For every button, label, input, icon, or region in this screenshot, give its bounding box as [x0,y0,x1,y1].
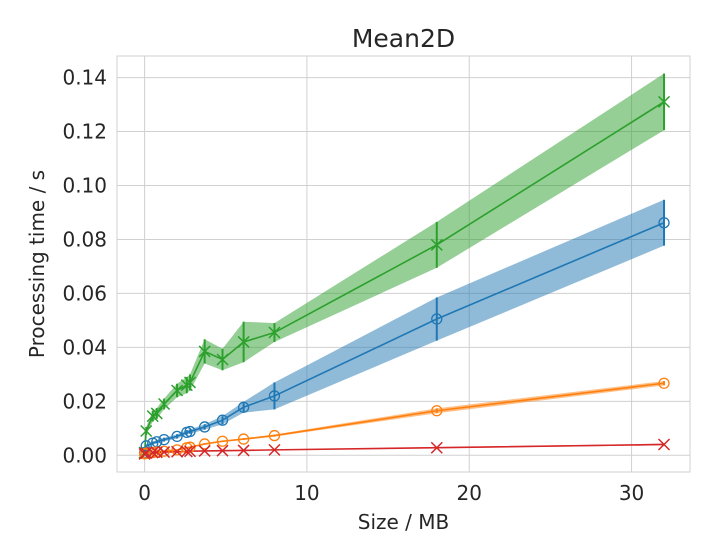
markers [138,95,671,460]
series-0-point [430,238,443,251]
y-tick-label: 0.06 [62,281,107,305]
y-tick-label: 0.14 [62,66,107,90]
series-3-point [657,438,671,451]
series-1-point [199,421,211,433]
series-2-point [199,438,211,450]
x-tick-label: 10 [294,481,319,505]
y-tick-label: 0.10 [62,173,107,197]
series-0-band [144,73,665,454]
series-1-point [431,313,443,325]
series-1-point [268,390,281,402]
tick-labels: 0 10 20 30 0.00 0.02 0.04 0.06 0.08 0.10 0.12 0.14 [62,66,644,505]
y-tick-label: 0.12 [62,120,107,144]
series-2-point [216,435,229,447]
series-0-point [140,424,153,438]
x-tick-label: 0 [138,481,151,505]
chart-title: Mean2D [352,24,455,53]
series-0-point [268,326,281,339]
series-2-point [237,433,250,445]
series-3-point [180,445,193,458]
series-1-point [171,430,183,443]
series-0-point [150,407,163,420]
series-0-point [158,397,171,411]
series-1-point [237,401,250,413]
y-tick-label: 0.04 [62,335,107,359]
series-2-point [658,377,670,389]
series-3-point [184,445,197,458]
series-3-point [146,446,159,459]
series-1-point [158,433,170,446]
series-3-point [158,446,171,459]
series-0-point [237,335,250,348]
series-0-point [216,353,229,366]
plot-frame [116,55,691,473]
x-tick-label: 30 [619,481,644,505]
series-2-point [158,445,170,457]
x-tick-label: 20 [457,481,482,505]
series-3-point [171,445,184,458]
series-0-point [171,384,184,397]
x-axis-label: Size / MB [358,510,449,534]
series-3-point [237,444,250,457]
series-1-point [658,217,670,229]
series-0-point [198,345,211,358]
series-2-point [268,429,281,442]
series-1-point [216,414,229,426]
series-3-point [198,444,211,457]
y-tick-label: 0.02 [62,389,107,413]
series-3-point [216,444,229,457]
y-tick-label: 0.08 [62,227,107,251]
series-0-point [184,376,197,389]
series-1-point [184,425,196,438]
y-axis-label: Processing time / s [25,170,49,358]
series-3-point [430,441,443,454]
series-0-point [657,95,671,108]
series-1-point [140,440,152,452]
series-2-point [431,405,443,417]
y-tick-label: 0.00 [62,443,107,467]
series-3-point [268,443,281,456]
